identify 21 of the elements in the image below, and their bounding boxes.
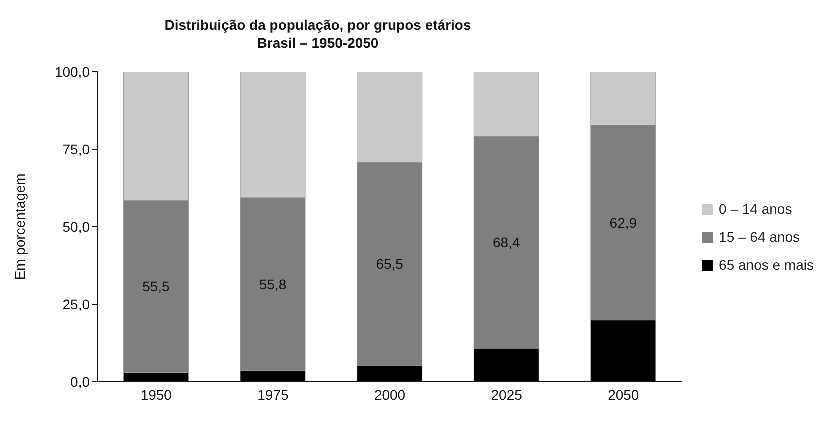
y-tick-label: 25,0 [62, 296, 90, 312]
x-tick-label: 2000 [374, 386, 406, 403]
x-tick-label: 1950 [140, 386, 172, 403]
chart-subtitle: Brasil – 1950-2050 [256, 34, 380, 52]
data-label: 62,9 [610, 214, 638, 231]
x-tick-label: 2050 [608, 386, 640, 403]
y-tick-label: 0,0 [70, 374, 90, 390]
data-label: 65,5 [376, 256, 404, 272]
legend-label: 65 anos e mais [719, 257, 814, 273]
y-axis-title: Em porcentagem [12, 174, 28, 280]
y-tick-label: 50,0 [62, 218, 90, 235]
legend-label: 15 – 64 anos [719, 229, 800, 245]
legend-label: 0 – 14 anos [719, 201, 792, 217]
data-label: 55,8 [259, 276, 287, 292]
data-label: 55,5 [142, 278, 170, 295]
chart-title: Distribuição da população, por grupos etários [164, 16, 472, 34]
x-tick-label: 2025 [491, 386, 523, 403]
y-tick-label: 75,0 [62, 141, 90, 158]
data-label: 68,4 [493, 234, 520, 250]
y-tick-label: 100,0 [54, 64, 90, 80]
x-tick-label: 1975 [258, 386, 289, 403]
